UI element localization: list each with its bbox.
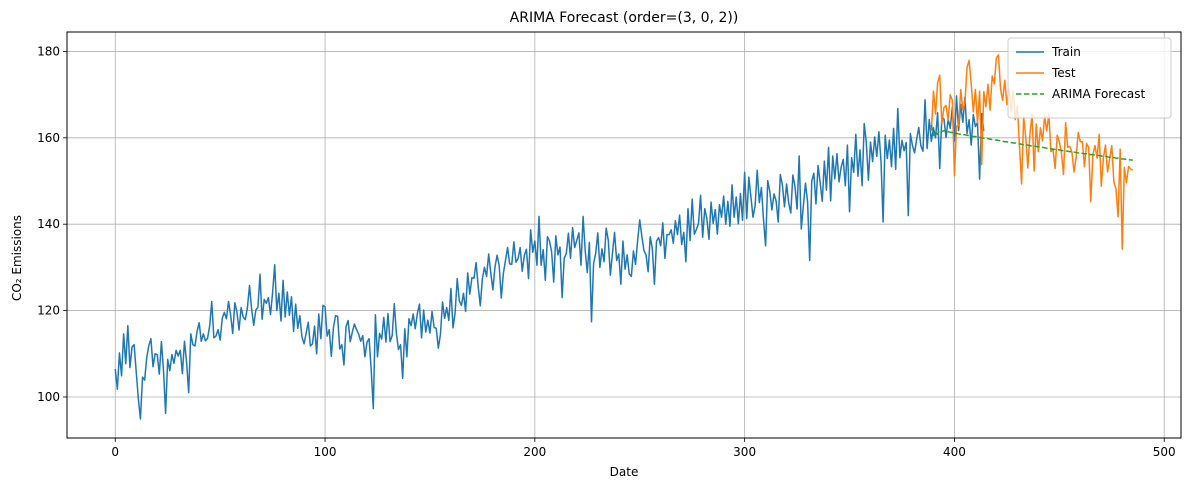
y-axis-label: CO₂ Emissions	[10, 215, 24, 301]
legend: Train Test ARIMA Forecast	[1007, 37, 1172, 119]
legend-box	[1007, 37, 1172, 119]
y-tick-label: 120	[37, 304, 60, 318]
x-tick-label: 400	[943, 445, 966, 459]
y-tick-label: 180	[37, 44, 60, 58]
y-tick-label: 100	[37, 390, 60, 404]
x-tick-label: 100	[314, 445, 337, 459]
y-tick-label: 140	[37, 217, 60, 231]
x-tick-label: 500	[1153, 445, 1176, 459]
legend-label: Train	[1051, 45, 1081, 59]
x-tick-label: 200	[523, 445, 546, 459]
chart-title: ARIMA Forecast (order=(3, 0, 2))	[510, 10, 739, 26]
series-line-train	[114, 95, 985, 420]
x-axis-label: Date	[610, 465, 639, 479]
legend-label: ARIMA Forecast	[1052, 87, 1146, 101]
y-tick-label: 160	[37, 131, 60, 145]
x-axis-ticks: 0 100 200 300 400 500	[111, 438, 1176, 459]
plot-frame	[66, 31, 1182, 439]
x-tick-label: 300	[733, 445, 756, 459]
series-line-arima-forecast	[930, 124, 1133, 162]
y-axis-ticks: 100 120 140 160 180	[37, 44, 67, 404]
grid	[67, 32, 1181, 438]
legend-label: Test	[1051, 66, 1076, 80]
x-tick-label: 0	[111, 445, 119, 459]
